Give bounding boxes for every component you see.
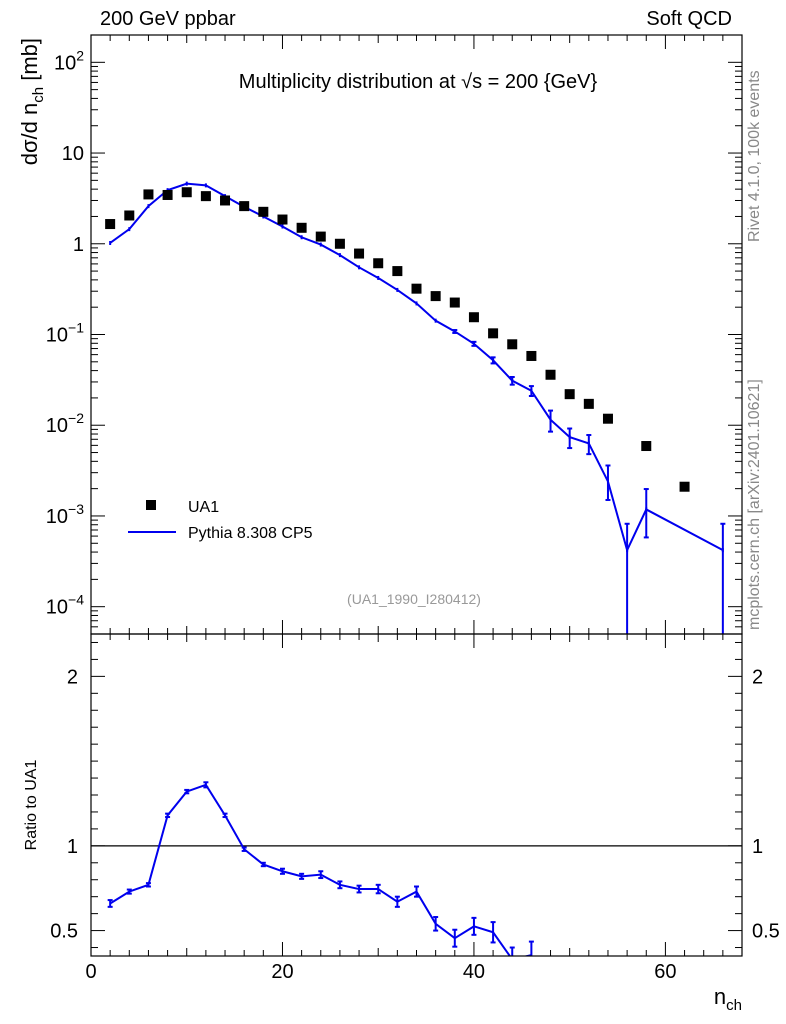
ratio-y-tick-label-left: 1 [67,836,78,858]
ratio-series-group [107,781,534,956]
analysis-label: (UA1_1990_I280412) [347,591,481,607]
y-tick-label-exp: −1 [68,320,84,336]
ua1-point [162,189,173,200]
y-tick-label-base: 10 [46,415,68,437]
ua1-point [124,210,135,221]
ratio-y-tick-label-left: 0.5 [50,921,78,943]
ua1-point [354,248,365,259]
ratio-frame [90,633,743,957]
ratio-panel: 0 20 40 60 nch 0.5 0.5 1 1 2 2 Ratio to UA1 [23,634,780,1014]
y-tick-label-exp: −3 [68,501,84,517]
ua1-point [181,187,192,198]
legend-pythia-label: Pythia 8.308 CP5 [188,525,313,542]
y-tick-label: 1 [73,234,84,256]
main-frame [90,34,743,635]
y-axis-label-sub: ch [30,87,47,103]
ua1-point [545,369,556,380]
y-tick-label-base: 1 [73,234,84,256]
x-tick-label: 20 [271,961,293,983]
legend-ua1-label: UA1 [188,499,219,516]
ua1-point [526,350,537,361]
ua1-point [468,312,479,323]
legend-ua1-marker [146,500,156,510]
ua1-point [430,291,441,302]
sqrt-icon: √ [461,71,472,93]
ratio-y-tick-label-right: 0.5 [752,921,780,943]
y-tick-label-exp: −2 [68,410,84,426]
y-tick-label-exp: −4 [68,592,84,608]
ua1-point [411,283,422,294]
ua1-point [277,214,288,225]
ua1-point [602,413,613,424]
y-tick-label-base: 10 [46,506,68,528]
ua1-point [449,297,460,308]
ratio-y-axis-label: Ratio to UA1 [23,760,40,851]
x-axis-label-sub: ch [726,997,742,1014]
y-tick-label-base: 10 [54,52,76,74]
ua1-point [220,195,231,206]
y-tick-label-base: 10 [46,597,68,619]
y-tick-label: 10−2 [46,410,84,437]
ratio-y-tick-label-right: 2 [752,666,763,688]
y-tick-label: 10−4 [46,592,84,619]
pythia-line [109,182,724,554]
main-series-group [105,181,726,634]
ua1-point [373,258,384,269]
chart-title: Multiplicity distribution at √s = 200 {G… [239,71,598,93]
ua1-point [296,222,307,233]
ua1-point [564,389,575,400]
header-right: Soft QCD [646,8,732,30]
header-left: 200 GeV ppbar [100,8,236,30]
x-tick-label: 40 [463,961,485,983]
ua1-point [488,328,499,339]
x-tick-label: 60 [654,961,676,983]
ua1-point [641,441,652,452]
y-tick-label: 10−3 [46,501,84,528]
ratio-y-tick-label-right: 1 [752,836,763,858]
chart-title-prefix: Multiplicity distribution at [239,71,461,93]
ua1-point [143,189,154,200]
x-axis-label-main: n [714,984,726,1009]
y-axis-label-main: dσ/d n [17,103,42,166]
ua1-point [392,266,403,277]
x-axis-label: nch [714,984,742,1014]
chart-title-suffix: s = 200 {GeV} [472,71,597,93]
ratio-y-tick-label-left: 2 [67,666,78,688]
ua1-point [315,231,326,242]
ua1-point [507,339,518,350]
ua1-point [239,201,250,212]
ua1-point [583,398,594,409]
y-tick-label-exp: 2 [76,47,84,63]
y-tick-label: 102 [54,47,84,74]
x-tick-label: 0 [85,961,96,983]
ua1-point [679,481,690,492]
y-tick-label: 10−1 [46,320,84,347]
y-tick-label: 10 [62,143,84,165]
y-tick-label-base: 10 [62,143,84,165]
y-axis-label-unit: [mb] [17,38,42,87]
y-axis-label: dσ/d nch [mb] [17,38,47,165]
ua1-point [105,219,116,230]
ua1-point [258,206,269,217]
y-tick-label-base: 10 [46,325,68,347]
ua1-point [200,191,211,202]
ua1-point [334,238,345,249]
